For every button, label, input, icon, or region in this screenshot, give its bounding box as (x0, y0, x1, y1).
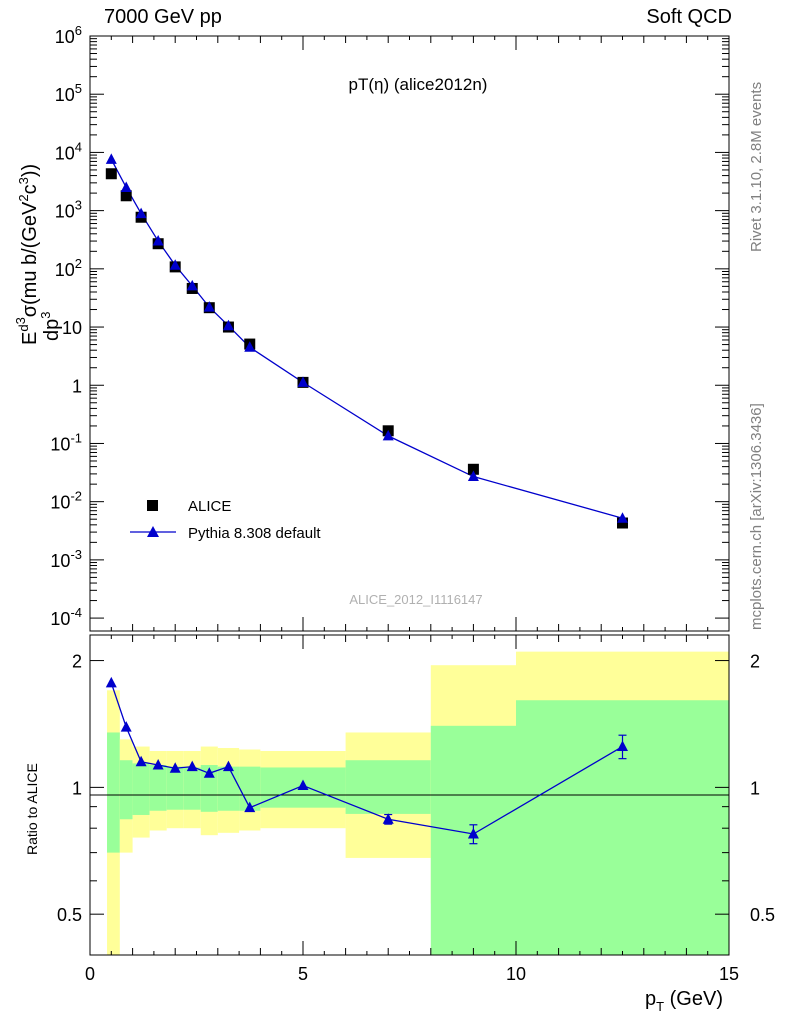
ratio-point (186, 760, 198, 772)
legend-label-alice: ALICE (188, 498, 231, 515)
top-panel-frame (89, 35, 730, 632)
band-inner-bin (345, 760, 431, 814)
x-axis-label: pT (GeV) (645, 988, 723, 1014)
legend: ALICE Pythia 8.308 default (130, 498, 321, 542)
ratio-point (244, 801, 256, 813)
ratio-point (135, 755, 147, 767)
pythia-point (467, 470, 479, 482)
ratio-point (382, 813, 394, 824)
top-panel-marks (105, 153, 628, 529)
band-inner-bin (183, 767, 201, 810)
y-tick-label: 105 (55, 81, 82, 105)
band-inner-bin (149, 765, 167, 811)
ratio-point (617, 740, 628, 752)
bottom-panel-marks (105, 676, 628, 845)
y-tick-label: 10-3 (50, 547, 82, 571)
ratio-tick-label: 2 (750, 652, 760, 672)
pythia-point (186, 279, 198, 291)
top-y-axis-label: Ed3σ (mu b/(GeV2c3)) dp3 (13, 164, 63, 345)
legend-marker-alice (147, 500, 158, 511)
ratio-point (203, 767, 215, 778)
band-inner-bin (239, 766, 261, 811)
legend-marker-pythia (147, 526, 159, 537)
ratio-point (105, 676, 117, 688)
pythia-point (297, 376, 309, 387)
y-tick-label: 103 (55, 198, 82, 222)
pythia-point (169, 259, 181, 270)
header-left: 7000 GeV pp (104, 6, 222, 28)
pythia-point (222, 319, 234, 331)
alice-point (105, 168, 117, 180)
ratio-point (297, 779, 309, 791)
plot-title: pT(η) (alice2012n) (349, 75, 488, 94)
y-tick-label: 106 (55, 23, 82, 47)
alice-point (617, 517, 628, 529)
y-tick-label: 102 (55, 256, 82, 280)
watermark: ALICE_2012_I1116147 (349, 592, 482, 607)
y-tick-label: 10-2 (50, 489, 82, 513)
pythia-point (617, 512, 628, 523)
ratio-tick-label: 0.5 (57, 905, 82, 925)
ratio-point (169, 762, 181, 773)
ratio-tick-label: 1 (72, 778, 82, 798)
x-tick-label: 5 (298, 964, 308, 984)
pythia-point (152, 235, 164, 246)
ratio-tick-label: 1 (750, 778, 760, 798)
ratio-point (467, 828, 479, 839)
ratio-y-label: Ratio to ALICE (24, 763, 40, 855)
ratio-tick-label: 0.5 (750, 905, 775, 925)
y-tick-label: 104 (55, 139, 82, 163)
pythia-line (110, 159, 623, 519)
alice-point (120, 190, 132, 202)
uncertainty-bands (107, 651, 729, 955)
pythia-point (382, 429, 394, 441)
y-tick-label: 1 (72, 376, 82, 396)
ratio-point (120, 721, 132, 732)
alice-point (467, 463, 479, 475)
svg-text:(mu b/(GeV2c3)): (mu b/(GeV2c3)) (16, 164, 41, 305)
y-tick-label: 10 (62, 318, 82, 338)
x-tick-label: 15 (719, 964, 739, 984)
y-tick-label: 10-4 (50, 605, 82, 629)
pythia-point (244, 341, 256, 352)
band-inner-bin (217, 766, 240, 811)
band-inner-bin (107, 732, 120, 853)
header-right: Soft QCD (646, 6, 732, 28)
pythia-point (120, 181, 132, 192)
x-tick-label: 10 (506, 964, 526, 984)
pythia-point (203, 301, 215, 312)
band-inner-bin (132, 763, 150, 815)
svg-text:Ed3σ: Ed3σ (13, 304, 41, 345)
band-inner-bin (119, 760, 133, 820)
bottom-panel-axes: 0 5 10 15 0.5 0.5 1 1 2 2 (57, 635, 775, 984)
pythia-point (105, 153, 117, 164)
y-tick-label: 10-1 (50, 430, 82, 454)
band-inner-bin (166, 766, 184, 810)
ratio-tick-label: 2 (72, 652, 82, 672)
svg-text:dp3: dp3 (38, 312, 63, 341)
legend-label-pythia: Pythia 8.308 default (188, 525, 321, 542)
ratio-point (152, 759, 164, 770)
top-panel-y-axis: 10-4 10-3 10-2 10-1 1 10 102 103 104 105 106 (50, 23, 730, 631)
ratio-point (222, 760, 234, 772)
x-tick-label: 0 (85, 964, 95, 984)
pythia-point (135, 207, 147, 219)
